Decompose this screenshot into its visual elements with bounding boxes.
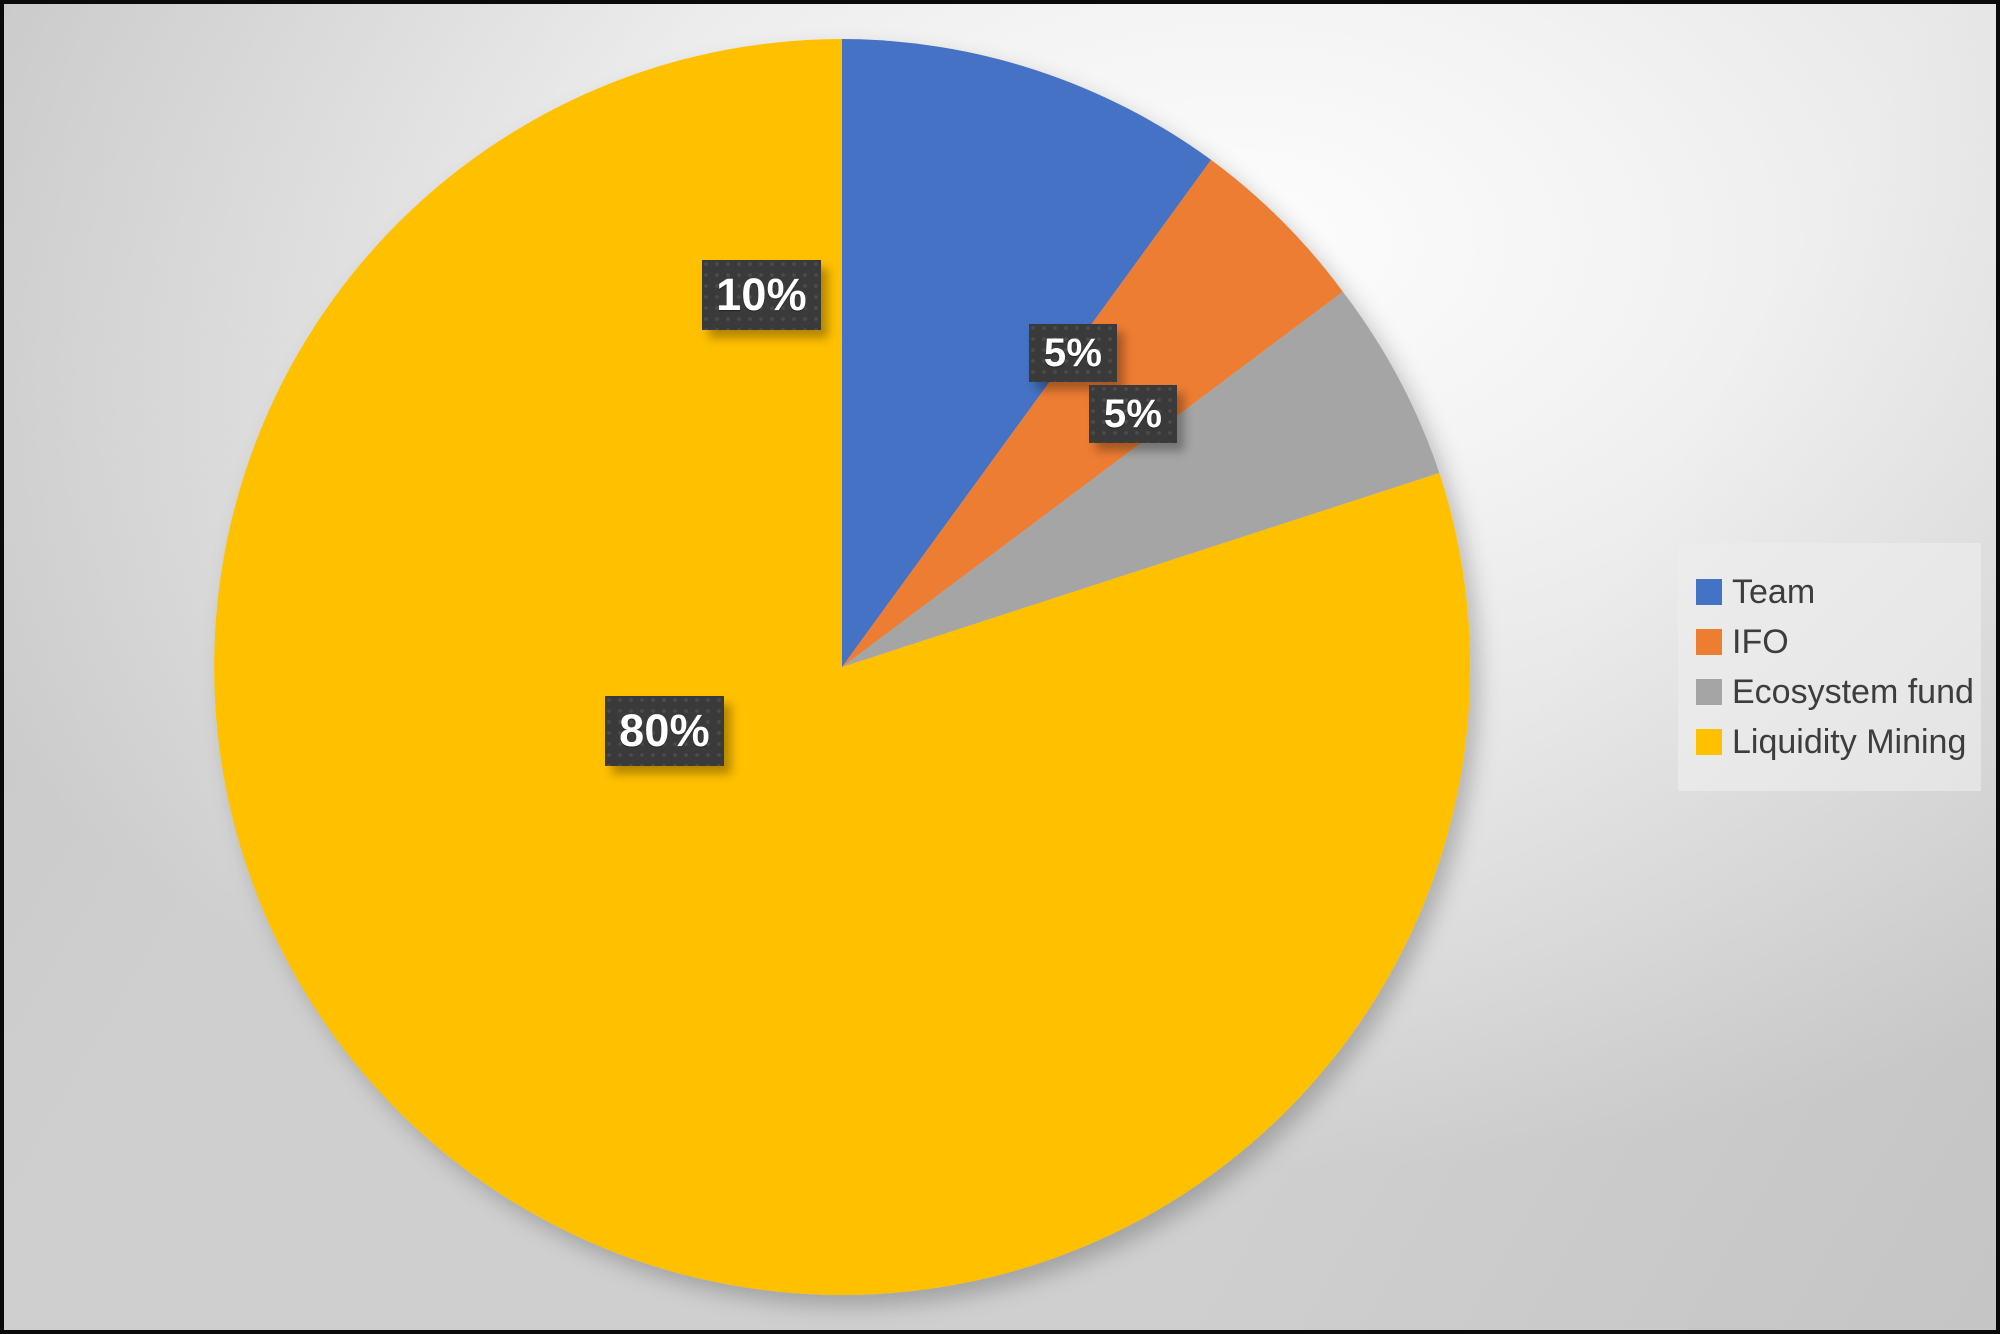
data-label-team: 10%: [702, 260, 821, 330]
legend-item-team[interactable]: Team: [1696, 567, 1981, 617]
legend-swatch-icon-liquidity-mining: [1696, 729, 1722, 755]
legend-item-ifo[interactable]: IFO: [1696, 617, 1981, 667]
data-label-ecosystem-fund: 5%: [1089, 385, 1177, 443]
legend-swatch-icon-ifo: [1696, 629, 1722, 655]
legend-label-liquidity-mining: Liquidity Mining: [1732, 723, 1967, 761]
legend-label-team: Team: [1732, 573, 1816, 611]
legend-item-liquidity-mining[interactable]: Liquidity Mining: [1696, 717, 1981, 767]
legend-swatch-icon-team: [1696, 579, 1722, 605]
pie-chart-graphic: [214, 39, 1471, 1295]
pie-slice-team[interactable]: [842, 39, 1212, 667]
pie-slice-liquidity-mining[interactable]: [214, 39, 1471, 1295]
legend-item-ecosystem-fund[interactable]: Ecosystem fund: [1696, 667, 1981, 717]
legend-label-ecosystem-fund: Ecosystem fund: [1732, 673, 1974, 711]
chart-legend: Team IFO Ecosystem fund Liquidity Mining: [1678, 543, 1981, 791]
data-label-liquidity-mining: 80%: [605, 696, 724, 766]
legend-swatch-icon-ecosystem-fund: [1696, 679, 1722, 705]
data-label-ifo: 5%: [1029, 324, 1117, 382]
legend-label-ifo: IFO: [1732, 623, 1789, 661]
pie-slice-ecosystem-fund[interactable]: [842, 291, 1440, 667]
pie-plot-area: 10% 5% 5% 80%: [4, 4, 1664, 1330]
